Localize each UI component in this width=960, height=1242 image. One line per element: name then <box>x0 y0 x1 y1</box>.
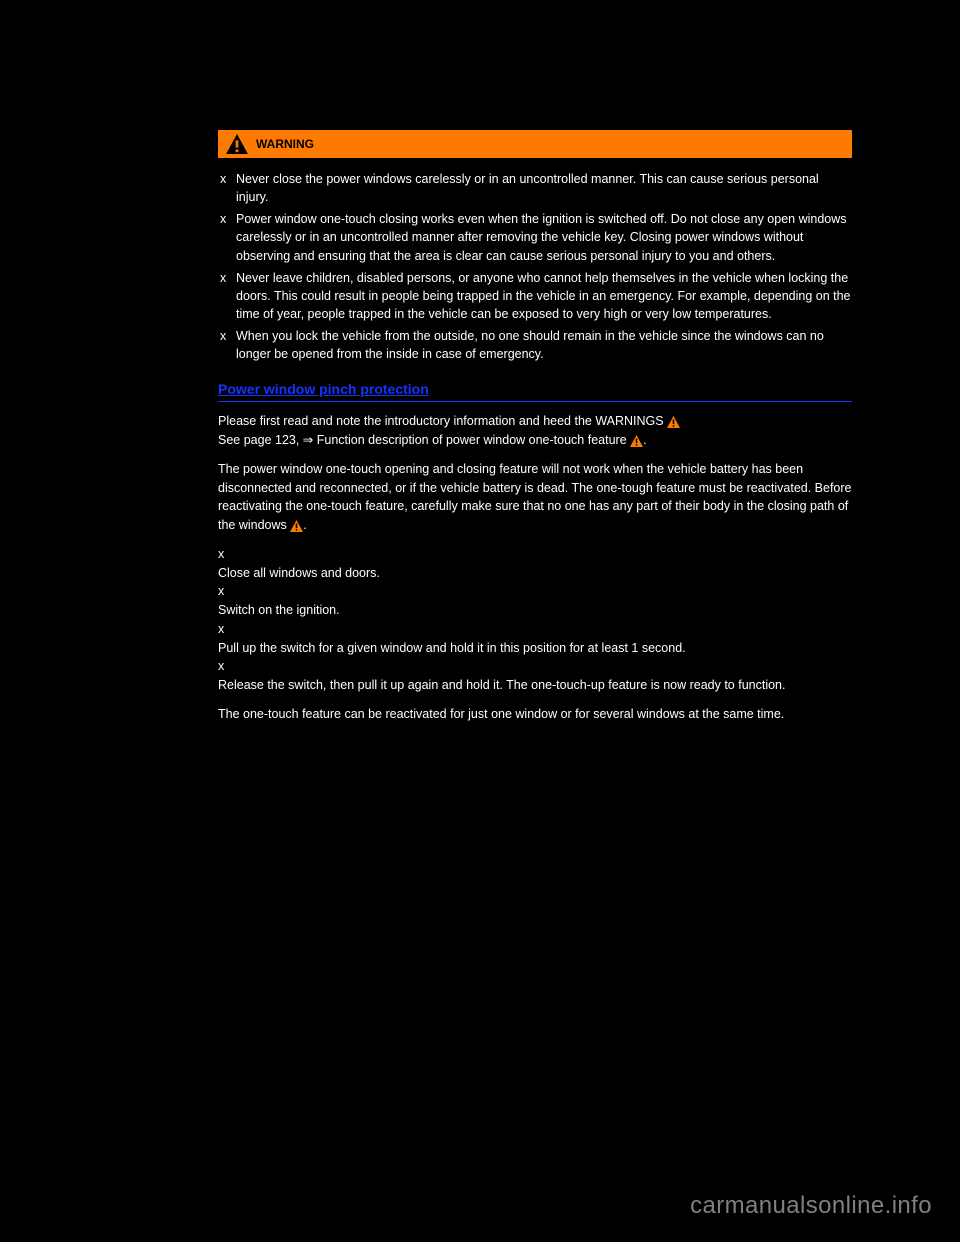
step-item: x Switch on the ignition. <box>218 582 852 620</box>
step-text: Release the switch, then pull it up agai… <box>218 676 852 695</box>
step-item: x Release the switch, then pull it up ag… <box>218 657 852 695</box>
warning-item: x When you lock the vehicle from the out… <box>218 327 852 363</box>
step-item: x Close all windows and doors. <box>218 545 852 583</box>
ref-line-after: . <box>643 433 646 447</box>
para2-after: . <box>303 518 306 532</box>
warning-item-text: Never leave children, disabled persons, … <box>236 269 852 323</box>
watermark-text: carmanualsonline.info <box>690 1192 932 1220</box>
warning-triangle-icon <box>226 134 248 154</box>
list-marker: x <box>218 170 236 206</box>
step-marker: x <box>218 545 852 564</box>
para2-text: The power window one-touch opening and c… <box>218 462 852 532</box>
warning-item-text: Power window one-touch closing works eve… <box>236 210 852 264</box>
list-marker: x <box>218 269 236 323</box>
warning-item: x Never close the power windows careless… <box>218 170 852 206</box>
warning-item-text: When you lock the vehicle from the outsi… <box>236 327 852 363</box>
warning-body: x Never close the power windows careless… <box>218 170 852 363</box>
section-title-link[interactable]: Power window pinch protection <box>218 381 852 399</box>
step-marker: x <box>218 657 852 676</box>
step-text: Close all windows and doors. <box>218 564 852 583</box>
step-marker: x <box>218 582 852 601</box>
step-text: Pull up the switch for a given window an… <box>218 639 852 658</box>
warning-banner: WARNING <box>218 130 852 158</box>
step-text: Switch on the ignition. <box>218 601 852 620</box>
step-marker: x <box>218 620 852 639</box>
warning-item-text: Never close the power windows carelessly… <box>236 170 852 206</box>
list-marker: x <box>218 210 236 264</box>
warning-label: WARNING <box>256 137 314 151</box>
warning-inline-icon <box>667 416 680 428</box>
list-marker: x <box>218 327 236 363</box>
intro-paragraph: Please first read and note the introduct… <box>218 412 852 450</box>
step-item: x Pull up the switch for a given window … <box>218 620 852 658</box>
paragraph: The power window one-touch opening and c… <box>218 460 852 535</box>
warning-item: x Power window one-touch closing works e… <box>218 210 852 264</box>
steps-list: x Close all windows and doors. x Switch … <box>218 545 852 695</box>
section-rule <box>218 401 852 402</box>
warning-inline-icon <box>630 435 643 447</box>
ref-line: See page 123, ⇒ Function description of … <box>218 433 630 447</box>
intro-text-before: Please first read and note the introduct… <box>218 414 667 428</box>
paragraph: The one-touch feature can be reactivated… <box>218 705 852 724</box>
warning-item: x Never leave children, disabled persons… <box>218 269 852 323</box>
warning-inline-icon <box>290 520 303 532</box>
